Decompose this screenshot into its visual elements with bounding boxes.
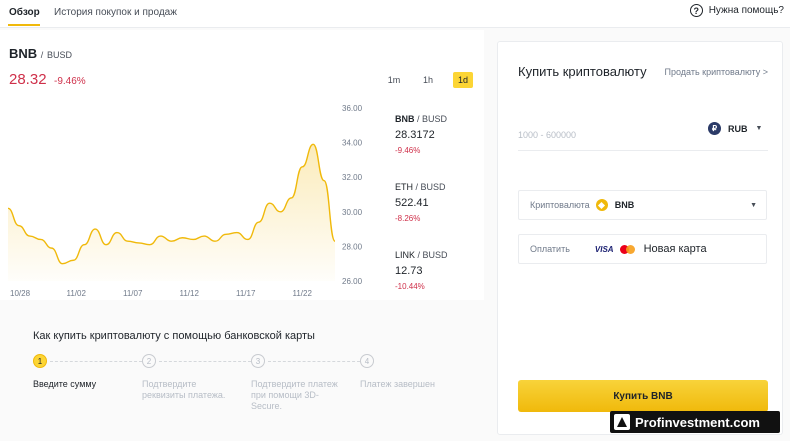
ticker-quote: / BUSD [415,182,446,192]
visa-logo-icon: VISA [594,244,614,254]
caret-down-icon: ▼ [750,201,757,209]
step-4: 4 Платеж завершен [360,354,470,390]
payment-method-select[interactable]: Оплатить VISA Новая карта [518,234,767,264]
current-price: 28.32 [9,71,47,88]
ticker-price: 12.73 [395,265,423,277]
pay-label: Оплатить [530,244,570,254]
step-3: 3 Подтвердите платеж при помощи 3D-Secur… [251,354,346,412]
fiat-currency-select[interactable]: ₽ RUB ▼ [708,122,762,135]
ticker-price: 522.41 [395,197,429,209]
buy-form-title: Купить криптовалюту [518,64,647,79]
x-tick-label: 11/12 [180,289,200,298]
step-connector [268,361,360,362]
y-tick-label: 36.00 [342,104,363,113]
ticker-quote: / BUSD [417,114,448,124]
buy-button[interactable]: Купить BNB [518,380,768,412]
step-connector [50,361,142,362]
ticker-quote: / BUSD [417,250,448,260]
step-label: Введите сумму [33,379,97,389]
ticker-base: LINK [395,250,416,260]
crypto-select[interactable]: Криптовалюта BNB ▼ [518,190,767,220]
step-label: Подтвердите реквизиты платежа. [142,379,226,400]
step-number: 4 [360,354,374,368]
ticker-change: -8.26% [395,214,421,223]
ticker-change: -10.44% [395,282,425,291]
x-tick-label: 11/17 [236,289,256,298]
ticker-eth[interactable]: ETH / BUSD 522.41 -8.26% [395,182,475,223]
question-circle-icon: ? [689,4,703,17]
mastercard-logo-icon [619,244,636,254]
buy-crypto-form: Купить криптовалюту Продать криптовалюту… [497,41,783,435]
sell-crypto-link[interactable]: Продать криптовалюту > [664,67,769,77]
step-number: 1 [33,354,47,368]
step-connector [159,361,251,362]
interval-1d[interactable]: 1d [453,72,473,88]
pair-separator: / [40,50,44,60]
watermark-text: Profinvestment.com [635,414,760,430]
watermark: Profinvestment.com [610,411,780,433]
watermark-logo-icon [614,414,630,430]
steps-title: Как купить криптовалюту с помощью банков… [33,330,315,342]
step-label: Платеж завершен [360,379,435,389]
y-tick-label: 32.00 [342,173,363,182]
ticker-bnb[interactable]: BNB / BUSD 28.3172 -9.46% [395,114,475,155]
step-number: 2 [142,354,156,368]
step-number: 3 [251,354,265,368]
step-1: 1 Введите сумму [33,354,143,390]
ticker-price: 28.3172 [395,129,435,141]
chart-series-line [7,143,336,265]
active-tab-indicator [8,24,40,26]
tab-overview[interactable]: Обзор [9,7,40,18]
ticker-base: ETH [395,182,413,192]
step-label: Подтвердите платеж при помощи 3D-Secure. [251,379,338,411]
fiat-code: RUB [728,123,748,134]
market-overview-panel: BNB / BUSD 28.32 -9.46% 1m 1h 1d 10/28 11… [0,30,484,300]
top-tabs-bar: Обзор История покупок и продаж ? Нужна п… [0,0,790,28]
x-tick-label: 11/02 [67,289,87,298]
card-name: Новая карта [643,243,707,255]
ticker-base: BNB [395,114,415,124]
x-tick-label: 11/07 [123,289,143,298]
tab-history[interactable]: История покупок и продаж [54,7,177,18]
y-tick-label: 30.00 [342,208,363,217]
pair-base: BNB [9,46,38,61]
interval-1h[interactable]: 1h [422,75,433,85]
pair-title: BNB / BUSD [9,46,72,61]
crypto-code: BNB [614,200,635,210]
step-2: 2 Подтвердите реквизиты платежа. [142,354,237,401]
bnb-icon [595,199,608,211]
y-tick-label: 34.00 [342,139,363,148]
crypto-label: Криптовалюта [530,200,590,210]
chart-area-fill [8,144,335,281]
ruble-icon: ₽ [708,122,721,135]
amount-input[interactable] [518,120,768,151]
caret-down-icon: ▼ [755,125,763,132]
help-label: Нужна помощь? [708,5,784,16]
ticker-change: -9.46% [395,146,421,155]
pair-quote: BUSD [46,50,72,60]
y-tick-label: 26.00 [342,277,363,286]
x-tick-label: 11/22 [293,289,313,298]
price-chart: 10/28 11/02 11/07 11/12 11/17 11/22 26.00 28.0… [7,104,363,298]
how-to-buy-steps: Как купить криптовалюту с помощью банков… [9,312,485,432]
x-tick-label: 10/28 [10,289,31,298]
help-link[interactable]: ? Нужна помощь? [689,4,784,17]
y-tick-label: 28.00 [342,242,363,251]
ticker-link[interactable]: LINK / BUSD 12.73 -10.44% [395,250,475,291]
price-change: -9.46% [54,76,86,87]
interval-1m[interactable]: 1m [387,75,401,85]
